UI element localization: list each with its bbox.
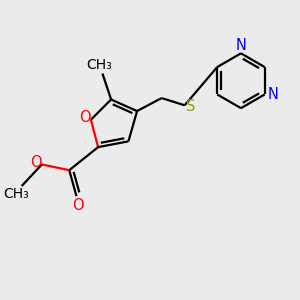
Text: CH₃: CH₃ <box>4 187 29 201</box>
Text: O: O <box>79 110 90 125</box>
Text: O: O <box>30 154 41 169</box>
Text: O: O <box>72 198 84 213</box>
Text: N: N <box>267 87 278 102</box>
Text: CH₃: CH₃ <box>87 58 112 73</box>
Text: N: N <box>236 38 246 53</box>
Text: S: S <box>186 99 196 114</box>
